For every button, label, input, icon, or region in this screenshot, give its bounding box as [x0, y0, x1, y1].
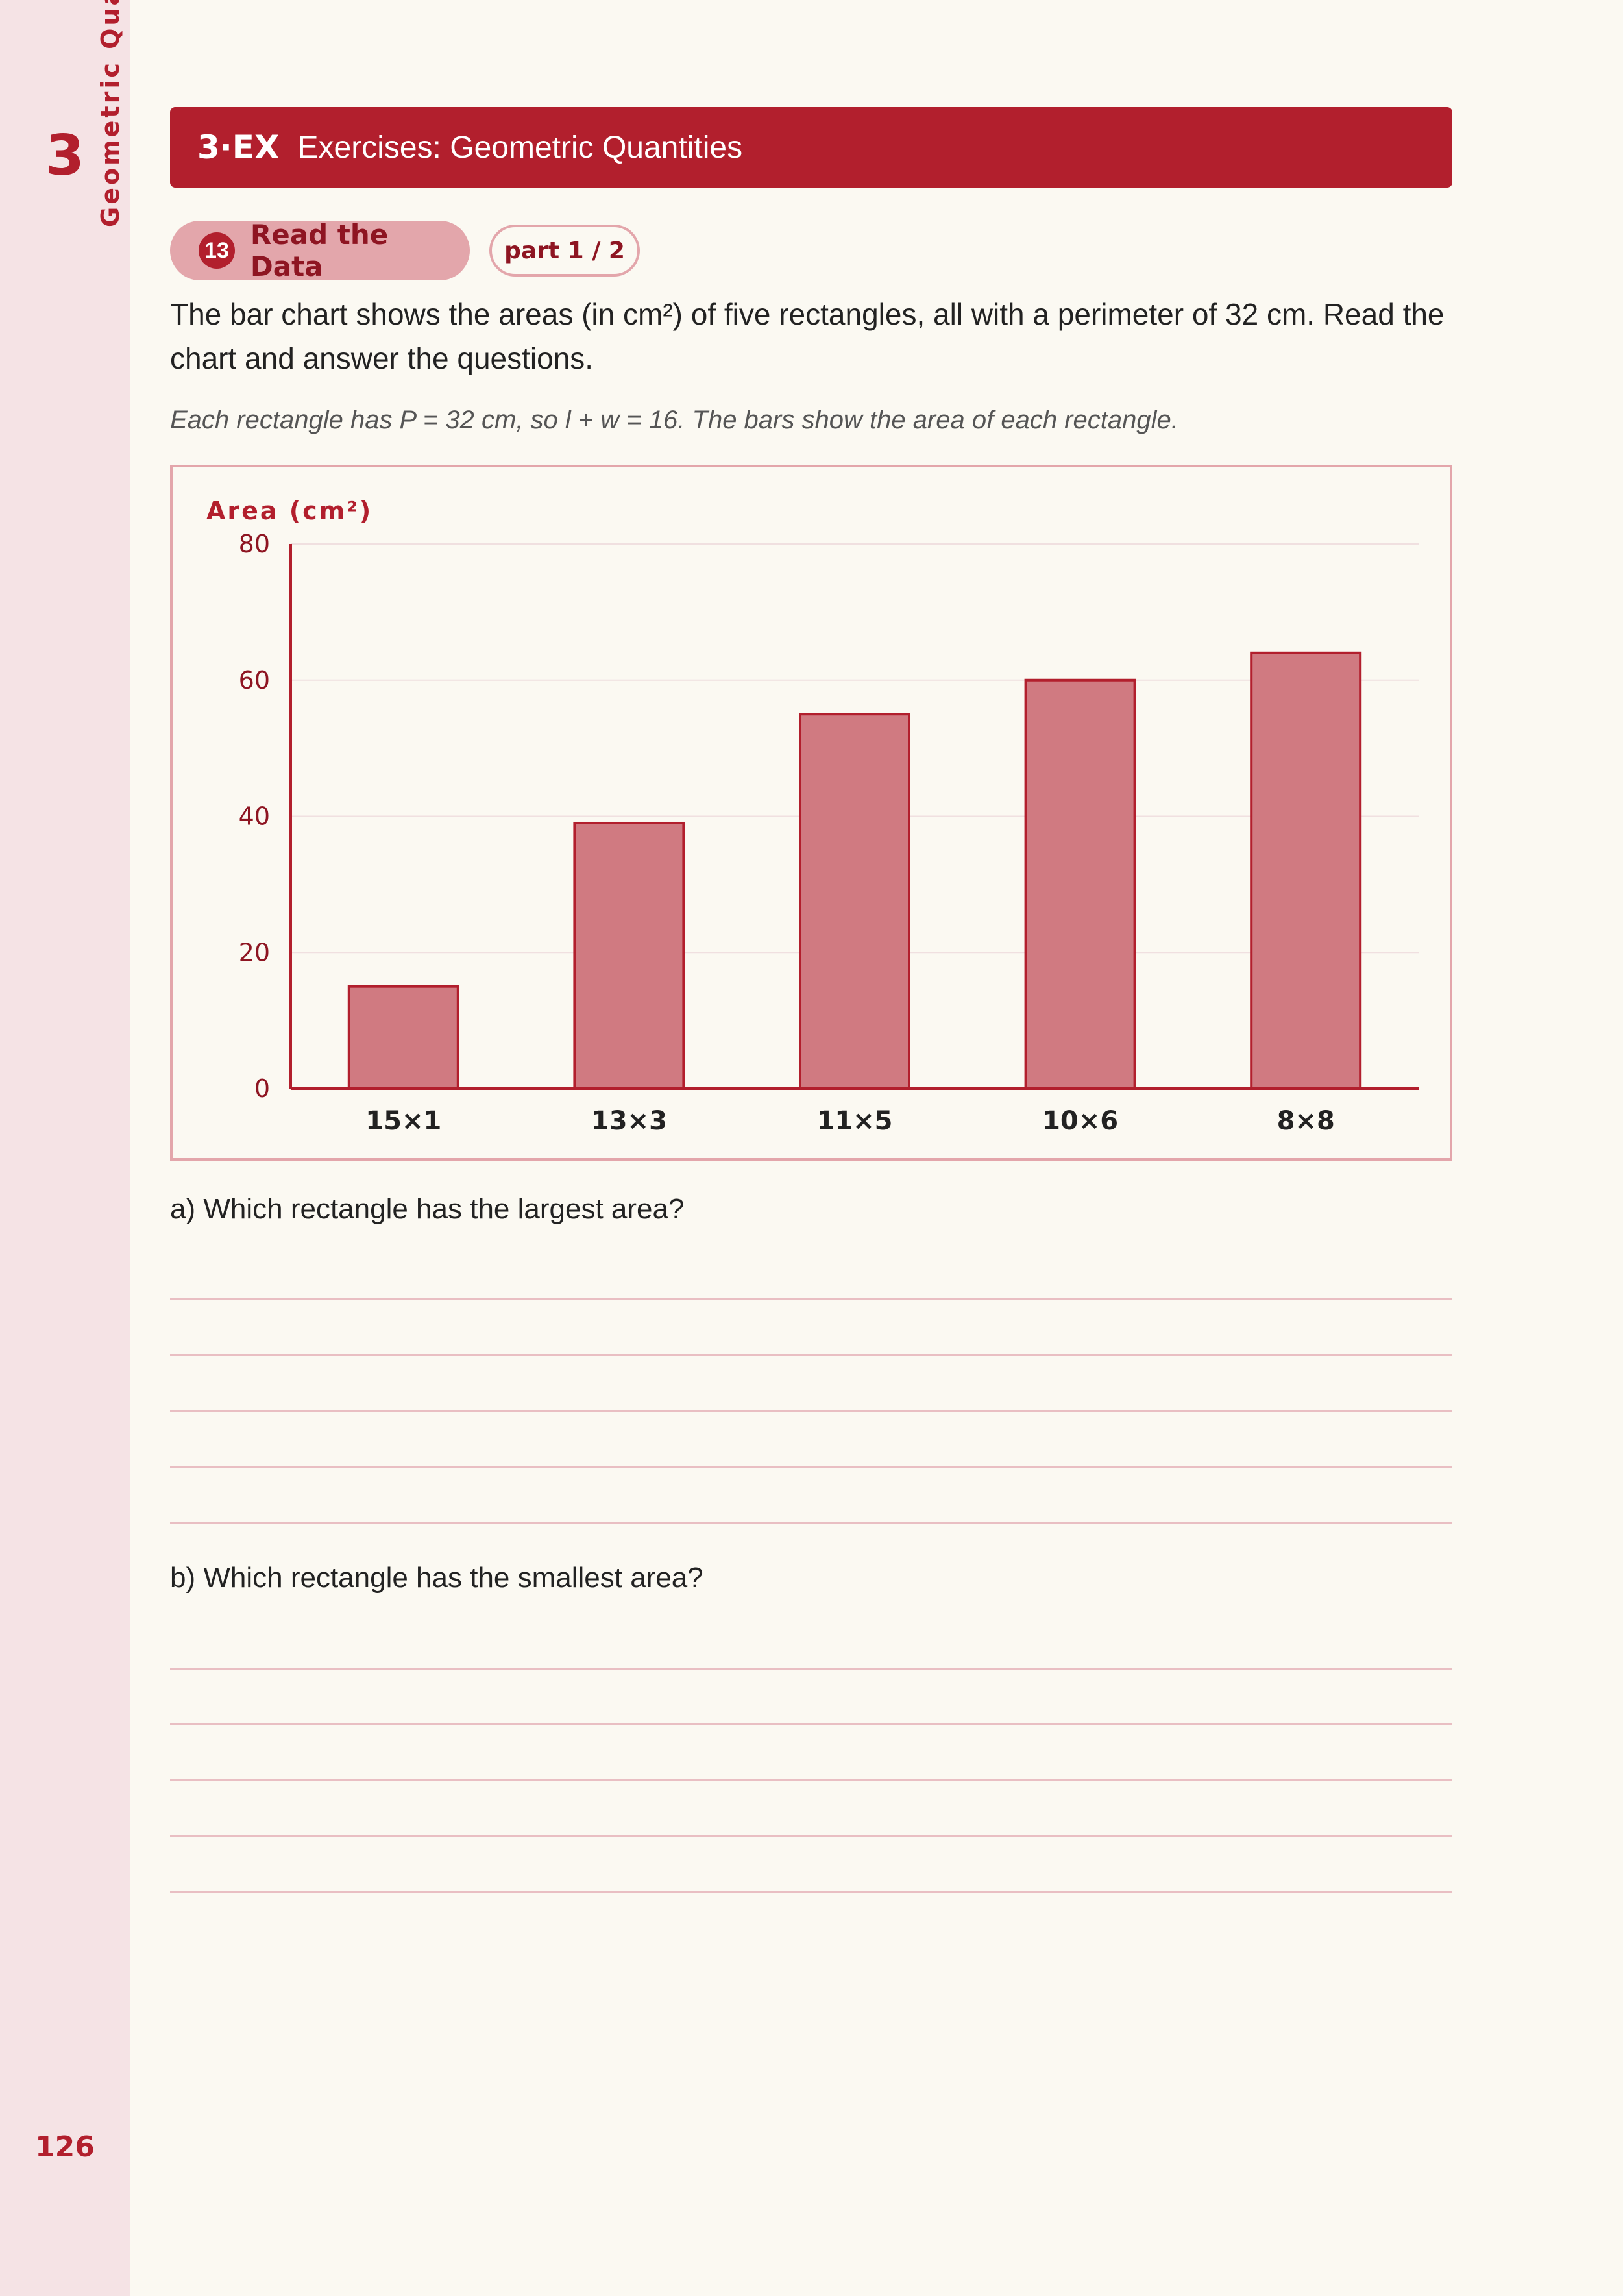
bar-chart: 0 20 40 60 80 Area (cm²) 15×1 13×3 11×5 10×6 8×8: [170, 465, 1452, 1161]
x-tick-label: 13×3: [591, 1106, 667, 1136]
y-tick-label: 40: [239, 802, 270, 831]
x-tick-label: 8×8: [1277, 1106, 1335, 1136]
y-axis-label: Area (cm²): [206, 497, 372, 525]
exercise-label: Read the Data: [250, 219, 389, 282]
exercise-number: 13: [199, 232, 235, 269]
answer-line[interactable]: [170, 1668, 1452, 1670]
answer-line[interactable]: [170, 1298, 1452, 1300]
exercise-note: Each rectangle has P = 32 cm, so l + w =…: [170, 406, 1178, 434]
section-code: 3·EX: [197, 129, 280, 166]
bar: [1024, 678, 1136, 1090]
chapter-title: Geometric Quantities: [96, 0, 125, 227]
answer-line[interactable]: [170, 1466, 1452, 1468]
section-title: Exercises: Geometric Quantities: [297, 130, 743, 165]
exercise-intro: The bar chart shows the areas (in cm²) o…: [170, 297, 1445, 375]
bar: [1250, 651, 1362, 1090]
bar: [347, 985, 459, 1090]
chapter-number: 3: [45, 123, 84, 188]
answer-line[interactable]: [170, 1779, 1452, 1781]
x-tick-label: 15×1: [365, 1106, 441, 1136]
bar: [573, 821, 685, 1090]
x-tick-label: 11×5: [816, 1106, 892, 1136]
page-number: 126: [35, 2130, 95, 2164]
y-tick-label: 20: [239, 938, 270, 967]
question-b: b) Which rectangle has the smallest area…: [170, 1562, 703, 1594]
y-tick-label: 60: [239, 666, 270, 695]
answer-line[interactable]: [170, 1522, 1452, 1524]
answer-line[interactable]: [170, 1835, 1452, 1837]
y-tick-label: 80: [239, 530, 270, 558]
answer-line[interactable]: [170, 1723, 1452, 1725]
y-tick-label: 0: [254, 1074, 270, 1103]
exercise-badge: 13 Read the Data: [170, 219, 470, 282]
bar: [799, 713, 910, 1090]
section-header: 3·EX Exercises: Geometric Quantities: [170, 107, 1452, 188]
answer-line[interactable]: [170, 1891, 1452, 1893]
x-tick-label: 10×6: [1042, 1106, 1118, 1136]
question-a: a) Which rectangle has the largest area?: [170, 1193, 685, 1225]
sidebar: [0, 0, 130, 2296]
part-indicator: part 1 / 2: [489, 225, 640, 277]
bar-chart-svg: 0 20 40 60 80 Area (cm²) 15×1 13×3 11×5 10×6 8×8: [206, 497, 1419, 1136]
answer-line[interactable]: [170, 1354, 1452, 1356]
answer-line[interactable]: [170, 1410, 1452, 1412]
